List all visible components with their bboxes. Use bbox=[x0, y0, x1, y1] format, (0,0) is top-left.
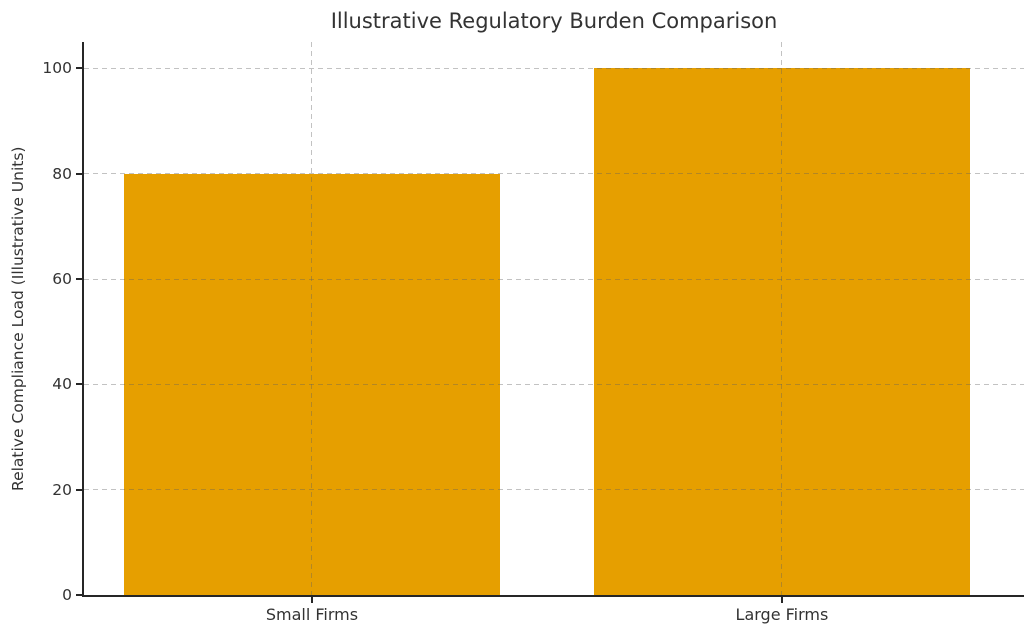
y-tick-label: 60 bbox=[52, 270, 72, 288]
bar-small-firms bbox=[123, 173, 500, 595]
gridline-y-40 bbox=[84, 383, 1024, 385]
x-axis-spine bbox=[82, 595, 1024, 597]
y-tick-mark bbox=[76, 67, 83, 70]
y-tick-mark bbox=[76, 594, 83, 596]
y-tick-label: 40 bbox=[52, 375, 72, 394]
y-axis-label: Relative Compliance Load (Illustrative U… bbox=[9, 146, 27, 491]
gridline-x-1 bbox=[781, 42, 783, 595]
y-axis-spine bbox=[82, 42, 84, 595]
x-tick-mark bbox=[311, 596, 313, 603]
y-tick-mark bbox=[76, 488, 83, 491]
gridline-y-60 bbox=[84, 278, 1024, 280]
gridline-y-80 bbox=[84, 173, 1024, 175]
y-tick-mark bbox=[76, 383, 83, 386]
gridline-x-0 bbox=[311, 42, 313, 595]
gridline-y-100 bbox=[84, 67, 1024, 69]
y-tick-label: 100 bbox=[42, 59, 72, 78]
y-tick-mark bbox=[76, 278, 83, 280]
y-tick-label: 20 bbox=[52, 480, 72, 499]
chart-title: Illustrative Regulatory Burden Compariso… bbox=[330, 9, 778, 33]
gridline-y-20 bbox=[84, 489, 1024, 491]
plot-area: 0 20 40 60 80 100 Small Firms Large Firms bbox=[42, 42, 1024, 624]
y-tick-label: 80 bbox=[52, 164, 72, 183]
y-tick-mark bbox=[76, 172, 83, 175]
bar-large-firms bbox=[593, 68, 970, 595]
y-tick-label: 0 bbox=[62, 586, 72, 604]
x-tick-mark bbox=[781, 596, 783, 603]
x-tick-label: Large Firms bbox=[735, 605, 829, 624]
x-tick-label: Small Firms bbox=[265, 605, 359, 624]
